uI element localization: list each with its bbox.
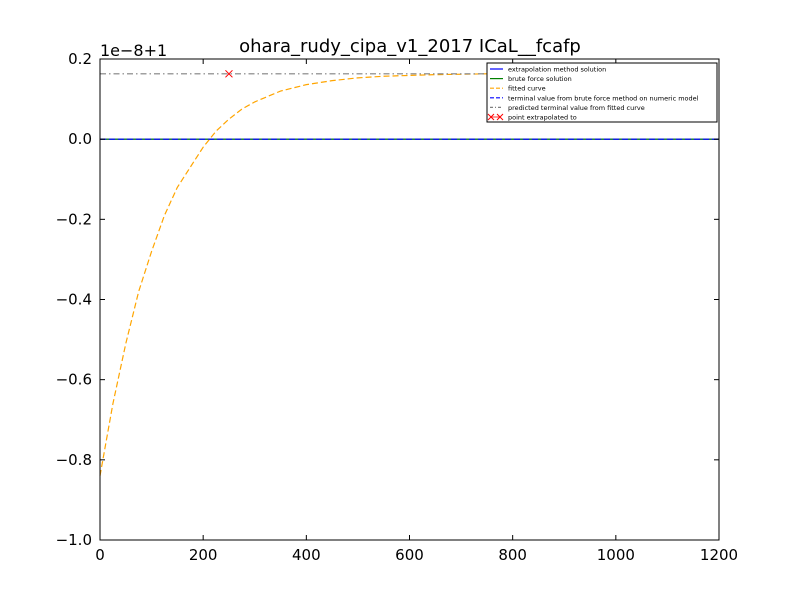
y-tick-label: −0.4 [56,291,92,309]
legend-item: extrapolation method solution [490,66,606,74]
legend-label: fitted curve [508,85,546,93]
series-line-2 [99,73,487,476]
x-tick-label: 400 [292,546,321,564]
y-tick-label: −0.6 [56,371,92,389]
legend-label: extrapolation method solution [508,66,606,74]
legend-item: terminal value from brute force method o… [490,94,699,102]
legend-label: brute force solution [508,75,572,83]
y-axis: −1.0 −0.8 −0.6 −0.4 −0.2 0.0 0.2 [56,50,719,549]
x-tick-label: 0 [95,546,105,564]
y-tick-label: −0.2 [56,210,92,228]
x-tick-label: 1200 [700,546,738,564]
x-tick-label: 600 [395,546,424,564]
legend-item: predicted terminal value from fitted cur… [490,104,645,112]
plot-area [99,58,720,541]
chart-title: ohara_rudy_cipa_v1_2017 ICaL__fcafp [239,36,581,57]
x-axis: 0 200 400 600 800 1000 1200 [95,59,738,564]
legend-label: point extrapolated to [508,114,577,122]
legend-item: brute force solution [490,75,572,83]
x-tick-label: 1000 [597,546,635,564]
legend-item: point extrapolated to [487,114,577,122]
plot-frame [99,58,720,541]
y-offset-text: 1e−8+1 [100,41,167,60]
y-tick-label: 0.0 [68,130,92,148]
x-tick-label: 800 [498,546,527,564]
y-tick-label: −0.8 [56,451,92,469]
y-tick-label: −1.0 [56,531,92,549]
series-point-extrapolated-marker [225,69,233,78]
x-tick-label: 200 [189,546,218,564]
marker-stroke [225,69,233,78]
legend-item: fitted curve [490,85,546,93]
legend-label: terminal value from brute force method o… [508,94,699,102]
legend-label: predicted terminal value from fitted cur… [508,104,645,112]
y-tick-label: 0.2 [68,50,92,68]
legend-box [486,62,718,123]
